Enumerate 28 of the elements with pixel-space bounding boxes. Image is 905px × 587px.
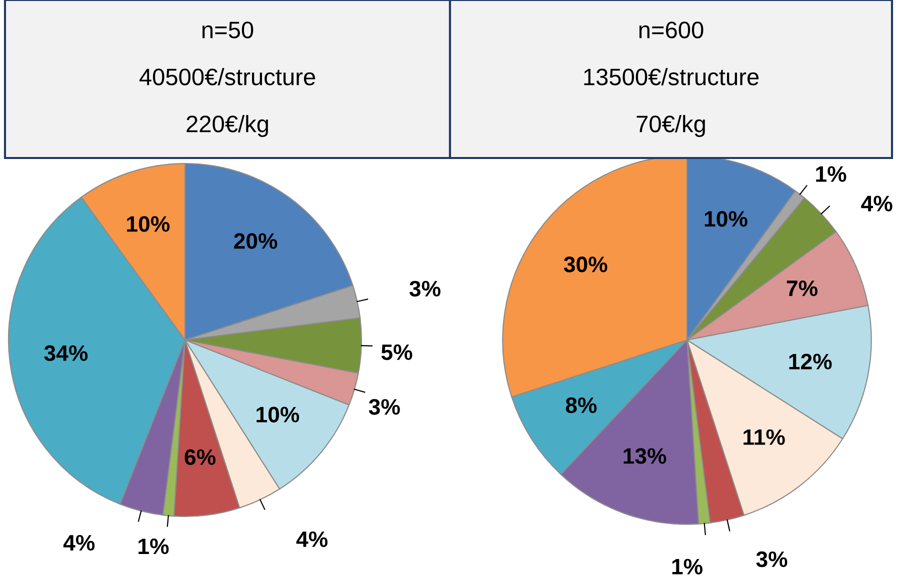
chart-title: n=600	[639, 22, 704, 38]
data-label: 11%	[744, 429, 785, 445]
data-label: 10%	[256, 406, 300, 422]
data-label: 1%	[672, 558, 702, 574]
data-label: 1%	[816, 166, 846, 182]
data-label: 3%	[756, 551, 788, 568]
data-label: 30%	[564, 256, 608, 272]
text: 220€/kg	[186, 114, 268, 138]
chart-subtitle: 13500€/structure	[584, 68, 759, 86]
data-label: 1%	[138, 538, 169, 554]
data-label: 13%	[624, 448, 666, 464]
data-label: 7%	[786, 280, 818, 296]
data-label: 4%	[296, 531, 328, 548]
data-label: 12%	[789, 354, 832, 370]
data-label: 4%	[861, 196, 892, 212]
chart-title: n=50	[202, 22, 254, 38]
data-label: 34%	[44, 345, 88, 362]
data-label: 5%	[381, 344, 412, 360]
data-label: 3%	[368, 399, 400, 415]
text: 70€/kg	[636, 114, 705, 138]
data-label: 3%	[409, 280, 440, 297]
data-label: 6%	[184, 449, 216, 466]
data-label: 20%	[234, 233, 278, 249]
chart-subtitle: 40500€/structure	[139, 68, 316, 86]
data-label: 10%	[127, 216, 170, 232]
data-label: 10%	[704, 211, 748, 227]
data-label: 4%	[63, 534, 95, 551]
data-label: 8%	[566, 397, 597, 414]
